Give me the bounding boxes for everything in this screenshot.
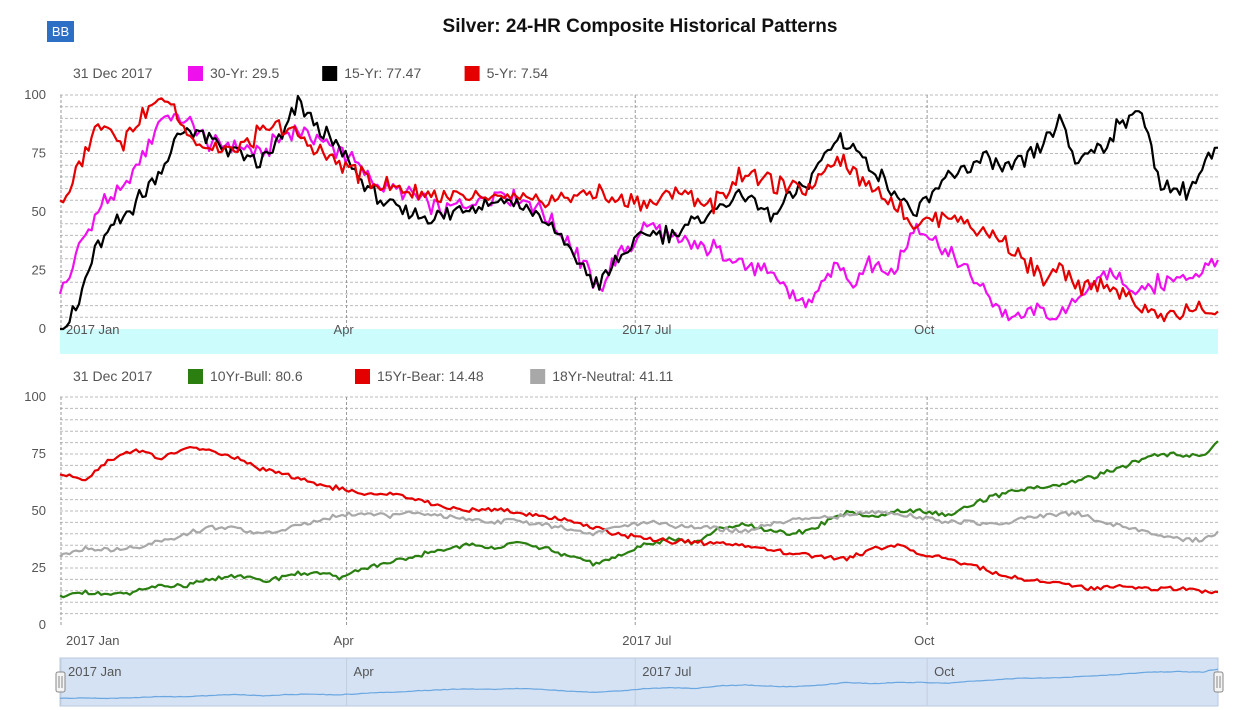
series-line-18Yr-Neutral — [59, 509, 1219, 558]
y-tick-label: 25 — [32, 263, 46, 278]
legend-label: 30-Yr: 29.5 — [210, 65, 279, 81]
y-tick-label: 75 — [32, 146, 46, 161]
navigator-tick-label: Oct — [934, 664, 955, 679]
x-tick-label: Apr — [334, 633, 355, 648]
legend-label: 15-Yr: 77.47 — [344, 65, 421, 81]
legend-label: 10Yr-Bull: 80.6 — [210, 368, 303, 384]
zero-band — [60, 329, 1218, 354]
x-tick-label: Oct — [914, 633, 935, 648]
x-tick-label: Apr — [334, 322, 355, 337]
y-tick-label: 50 — [32, 204, 46, 219]
legend-label: 18Yr-Neutral: 41.11 — [552, 368, 673, 384]
series-line-15Yr-Bear — [59, 446, 1219, 595]
x-tick-label: Oct — [914, 322, 935, 337]
navigator-handle-right[interactable] — [1213, 671, 1224, 693]
bb-logo[interactable]: BB — [47, 21, 74, 42]
legend-swatch — [355, 369, 370, 384]
y-tick-label: 100 — [24, 87, 46, 102]
navigator-handle-left[interactable] — [55, 671, 66, 693]
y-tick-label: 0 — [39, 321, 46, 336]
x-tick-label: 2017 Jul — [622, 633, 671, 648]
navigator-line — [59, 668, 1219, 700]
series-line-15-Yr — [60, 94, 1219, 331]
legend-date: 31 Dec 2017 — [73, 65, 153, 81]
y-tick-label: 100 — [24, 389, 46, 404]
navigator-tick-label: 2017 Jan — [68, 664, 122, 679]
x-tick-label: 2017 Jul — [622, 322, 671, 337]
y-tick-label: 75 — [32, 446, 46, 461]
series-line-5-Yr — [59, 97, 1219, 323]
series-line-30-Yr — [58, 113, 1219, 322]
y-tick-label: 25 — [32, 560, 46, 575]
legend-swatch — [464, 66, 480, 81]
series-line-10Yr-Bull — [59, 440, 1219, 599]
y-tick-label: 0 — [39, 617, 46, 632]
chart-title: Silver: 24-HR Composite Historical Patte… — [442, 16, 838, 37]
y-tick-label: 50 — [32, 503, 46, 518]
x-tick-label: 2017 Jan — [66, 633, 120, 648]
navigator-range — [59, 657, 1219, 707]
legend-swatch — [530, 369, 546, 384]
legend-swatch — [188, 66, 203, 81]
legend-swatch — [188, 369, 203, 384]
top-panel: 0 25 50 75 100 2017 Jan Apr 2017 Jul Oct 31 Dec 2… — [24, 65, 1219, 354]
bottom-panel: 0 25 50 75 100 2017 Jan Apr 2017 Jul Oct 31 Dec 2… — [24, 368, 1219, 648]
legend-date: 31 Dec 2017 — [73, 368, 153, 384]
x-tick-label: 2017 Jan — [66, 322, 120, 337]
legend-label: 15Yr-Bear: 14.48 — [377, 368, 484, 384]
navigator-tick-label: Apr — [354, 664, 375, 679]
navigator-tick-label: 2017 Jul — [642, 664, 691, 679]
legend-label: 5-Yr: 7.54 — [487, 65, 549, 81]
legend-swatch — [322, 66, 338, 81]
navigator[interactable]: 2017 Jan Apr 2017 Jul Oct — [55, 657, 1224, 707]
